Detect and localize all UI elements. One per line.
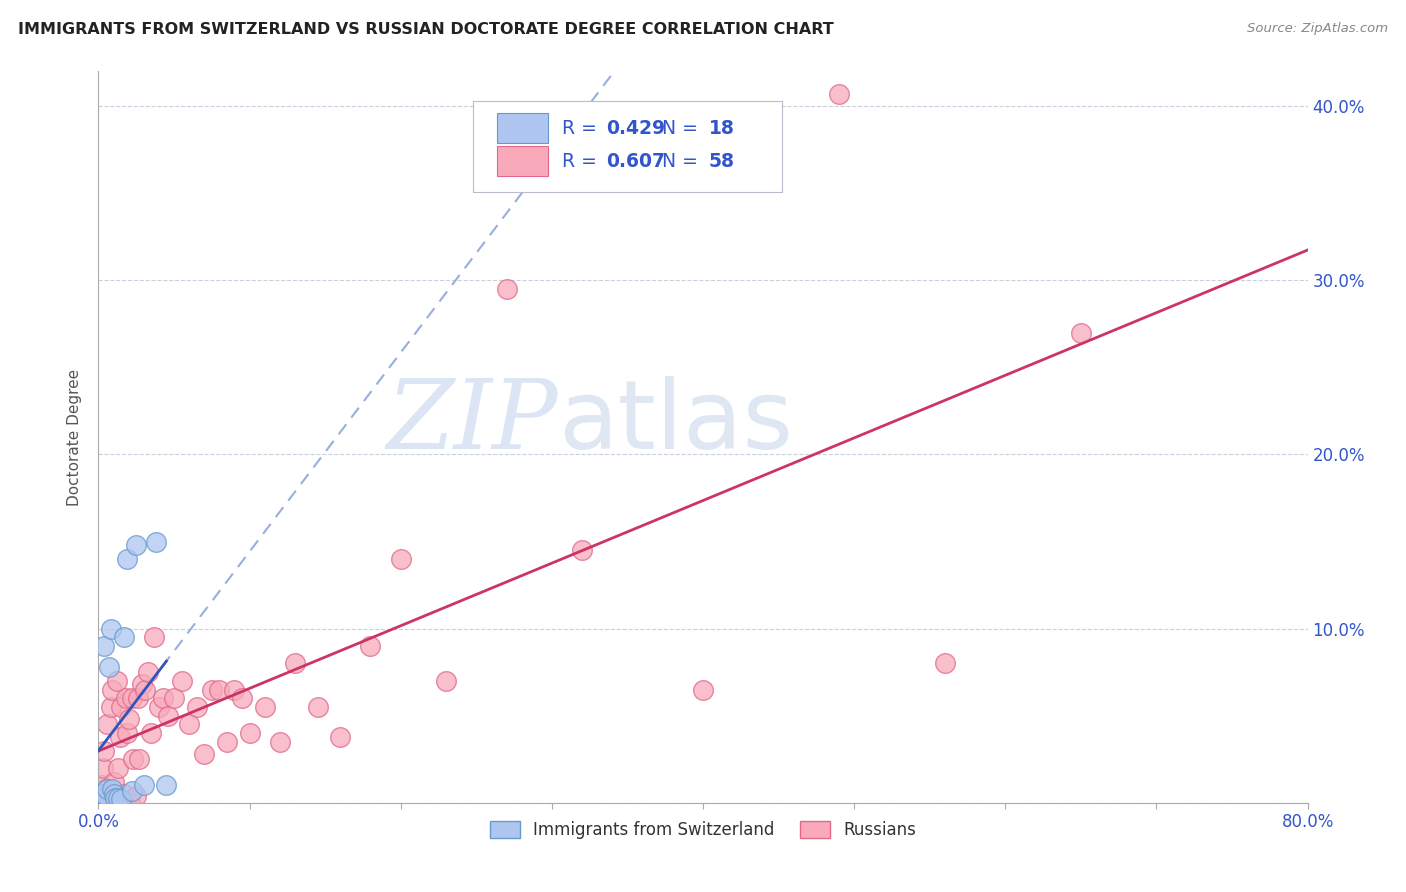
Point [125, 789, 148, 803]
Point [94, 789, 117, 803]
Point [103, 787, 125, 801]
Point [132, 778, 155, 792]
Point [152, 691, 174, 706]
Point [118, 712, 141, 726]
Text: atlas: atlas [558, 376, 793, 469]
Point [284, 657, 307, 671]
Point [121, 691, 143, 706]
Text: 18: 18 [709, 119, 735, 138]
Point [127, 691, 149, 706]
Point [186, 700, 208, 714]
Point [110, 700, 132, 714]
Point [101, 682, 124, 697]
Point [156, 708, 179, 723]
Point [94, 781, 117, 796]
FancyBboxPatch shape [498, 113, 548, 144]
Text: Source: ZipAtlas.com: Source: ZipAtlas.com [1247, 22, 1388, 36]
FancyBboxPatch shape [498, 146, 548, 177]
Point [93, 743, 115, 757]
Text: 58: 58 [709, 152, 735, 171]
Point [434, 673, 457, 688]
Text: 0.429: 0.429 [606, 119, 665, 138]
Y-axis label: Doctorate Degree: Doctorate Degree [67, 368, 83, 506]
Point [145, 534, 167, 549]
Text: 0.607: 0.607 [606, 152, 665, 171]
Point [104, 792, 127, 806]
Point [201, 682, 224, 697]
Point [96, 781, 118, 796]
Text: N =: N = [662, 119, 704, 138]
Text: ZIP: ZIP [387, 376, 558, 469]
Text: IMMIGRANTS FROM SWITZERLAND VS RUSSIAN DOCTORATE DEGREE CORRELATION CHART: IMMIGRANTS FROM SWITZERLAND VS RUSSIAN D… [18, 22, 834, 37]
Legend: Immigrants from Switzerland, Russians: Immigrants from Switzerland, Russians [484, 814, 922, 846]
Point [96, 717, 118, 731]
Point [98, 792, 121, 806]
Point [90, 787, 112, 801]
Point [98, 660, 121, 674]
Point [90, 778, 112, 792]
Point [253, 700, 276, 714]
Text: R =: R = [561, 119, 602, 138]
Point [107, 761, 129, 775]
Point [100, 700, 122, 714]
Point [495, 282, 517, 296]
Point [108, 730, 131, 744]
Point [155, 778, 177, 792]
Point [224, 682, 246, 697]
Point [122, 752, 145, 766]
Text: N =: N = [662, 152, 704, 171]
Point [329, 730, 352, 744]
Point [131, 677, 153, 691]
Point [163, 691, 186, 706]
Point [170, 673, 193, 688]
Point [231, 691, 253, 706]
Point [125, 538, 148, 552]
Point [101, 781, 124, 796]
Point [389, 552, 412, 566]
Point [121, 783, 143, 797]
Point [110, 792, 132, 806]
Point [148, 700, 170, 714]
Point [107, 790, 129, 805]
Point [115, 552, 138, 566]
Point [112, 787, 135, 801]
Point [215, 735, 238, 749]
Point [111, 796, 134, 810]
Point [112, 631, 135, 645]
Point [1070, 326, 1092, 340]
Point [128, 752, 150, 766]
Point [307, 700, 329, 714]
Point [100, 622, 122, 636]
Point [934, 657, 956, 671]
Point [269, 735, 291, 749]
FancyBboxPatch shape [474, 101, 782, 192]
Point [193, 747, 215, 761]
Point [179, 717, 201, 731]
Point [828, 87, 851, 101]
Point [239, 726, 262, 740]
Point [360, 639, 382, 653]
Point [120, 796, 142, 810]
Point [141, 726, 163, 740]
Point [105, 673, 128, 688]
Point [103, 775, 125, 789]
Point [134, 682, 156, 697]
Point [692, 682, 714, 697]
Point [104, 790, 127, 805]
Point [143, 631, 166, 645]
Point [136, 665, 159, 680]
Text: R =: R = [561, 152, 602, 171]
Point [114, 691, 136, 706]
Point [115, 726, 138, 740]
Point [93, 639, 115, 653]
Point [91, 761, 114, 775]
Point [208, 682, 231, 697]
Point [571, 543, 593, 558]
